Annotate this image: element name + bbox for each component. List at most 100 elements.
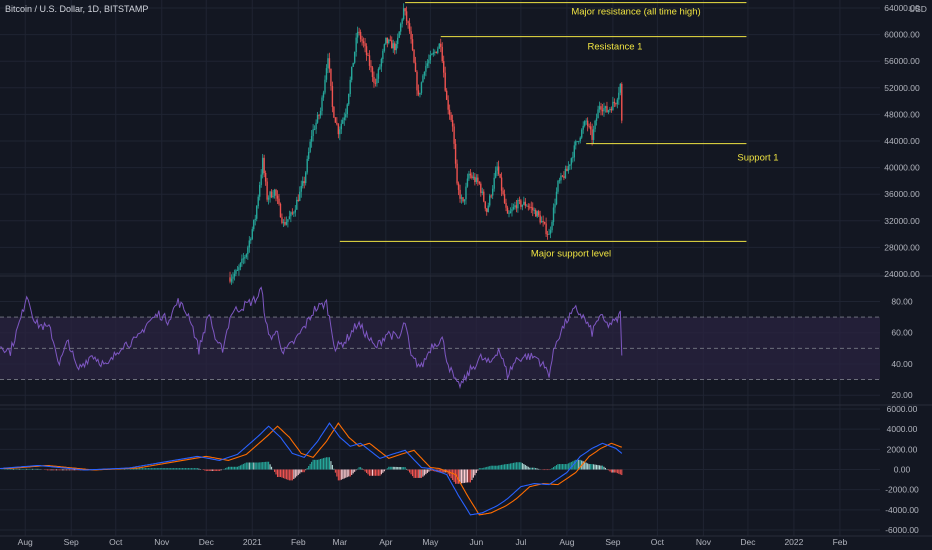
candle-up [313,129,316,130]
candle-down [445,90,448,100]
price-tick-label: 56000.00 [884,56,920,66]
candle-down [410,31,412,40]
price-tick-label: 40.00 [891,359,913,369]
price-tick-label: 4000.00 [887,424,918,434]
time-tick-label: 2021 [243,537,262,547]
candle-up [258,185,261,197]
candle-up [496,166,498,171]
candle-down [524,201,527,206]
candle-up [342,119,344,124]
candle-up [512,207,515,210]
candle-up [273,189,276,196]
candle-down [318,114,320,116]
candle-up [307,151,310,159]
price-scale[interactable]: 64000.00 60000.00 56000.00 52000.00 48000.00… [884,3,920,535]
candle-up [353,51,356,63]
candle-up [251,229,253,239]
candle-up [468,173,470,179]
candle-down [532,207,534,211]
candle-down [386,37,389,44]
candle-up [392,43,394,49]
rsi-line[interactable] [0,286,623,390]
candle-up [401,19,403,24]
candle-down [367,55,369,56]
candle-up [254,218,256,220]
candle-down [404,8,406,12]
rsi-band [0,317,880,380]
macd-line[interactable] [0,422,623,516]
rsi-pane[interactable] [0,286,880,390]
candle-up [322,92,325,98]
candle-down [333,106,335,118]
candle-up [235,270,237,274]
candle-up [540,221,543,223]
candle-down [456,163,458,184]
candle-up [558,180,561,182]
candle-down [462,197,464,202]
candle-up [250,238,252,241]
candle-down [284,222,286,225]
candle-down [484,201,486,209]
candle-up [481,191,483,193]
time-scale[interactable]: Aug Sep Oct Nov Dec 2021 Feb Mar Apr May Jun Jul Aug… [18,537,848,547]
candle-up [304,172,307,184]
candle-up [594,120,596,130]
candle-down [391,40,393,49]
candle-down [278,198,280,204]
candle-up [597,109,599,119]
candle-down [600,106,602,110]
candle-down [621,83,623,121]
price-pane[interactable]: Major resistance (all time high) Resistan… [229,2,779,285]
candle-down [441,46,443,62]
price-tick-label: 60.00 [891,328,913,338]
candle-down [542,221,544,222]
candle-up [382,50,384,60]
candle-up [573,145,576,158]
candle-up [352,62,354,67]
candle-up [260,174,262,186]
candle-down [561,175,564,177]
macd-pane[interactable] [0,422,623,516]
candle-up [551,221,553,231]
candle-up [425,65,427,72]
candle-down [394,43,396,51]
candle-up [438,43,440,49]
candle-up [312,129,314,136]
candle-up [325,68,328,80]
candle-down [362,41,365,44]
candle-up [603,108,605,112]
candle-up [536,211,538,217]
candle-up [267,197,270,200]
candle-down [588,126,590,127]
candle-down [336,122,338,125]
candle-up [242,258,245,260]
candle-down [291,212,294,214]
candle-up [429,54,432,61]
candle-down [365,46,368,56]
candle-up [348,93,350,105]
candle-up [287,219,289,222]
candle-down [518,200,521,201]
candle-up [282,222,285,223]
candle-down [505,202,507,208]
candle-down [408,23,411,32]
candle-up [245,254,248,258]
candle-down [535,210,537,217]
candle-up [300,185,302,192]
candle-down [368,55,371,66]
candle-down [478,181,481,184]
candle-down [359,31,362,40]
price-tick-label: 80.00 [891,296,913,306]
candle-down [337,124,340,135]
candle-up [432,52,435,55]
price-tick-label: 32000.00 [884,216,920,226]
candle-down [480,183,482,193]
price-tick-label: 36000.00 [884,189,920,199]
candle-up [316,114,319,123]
candle-down [361,39,363,42]
candle-down [499,174,501,178]
candle-up [346,104,348,115]
